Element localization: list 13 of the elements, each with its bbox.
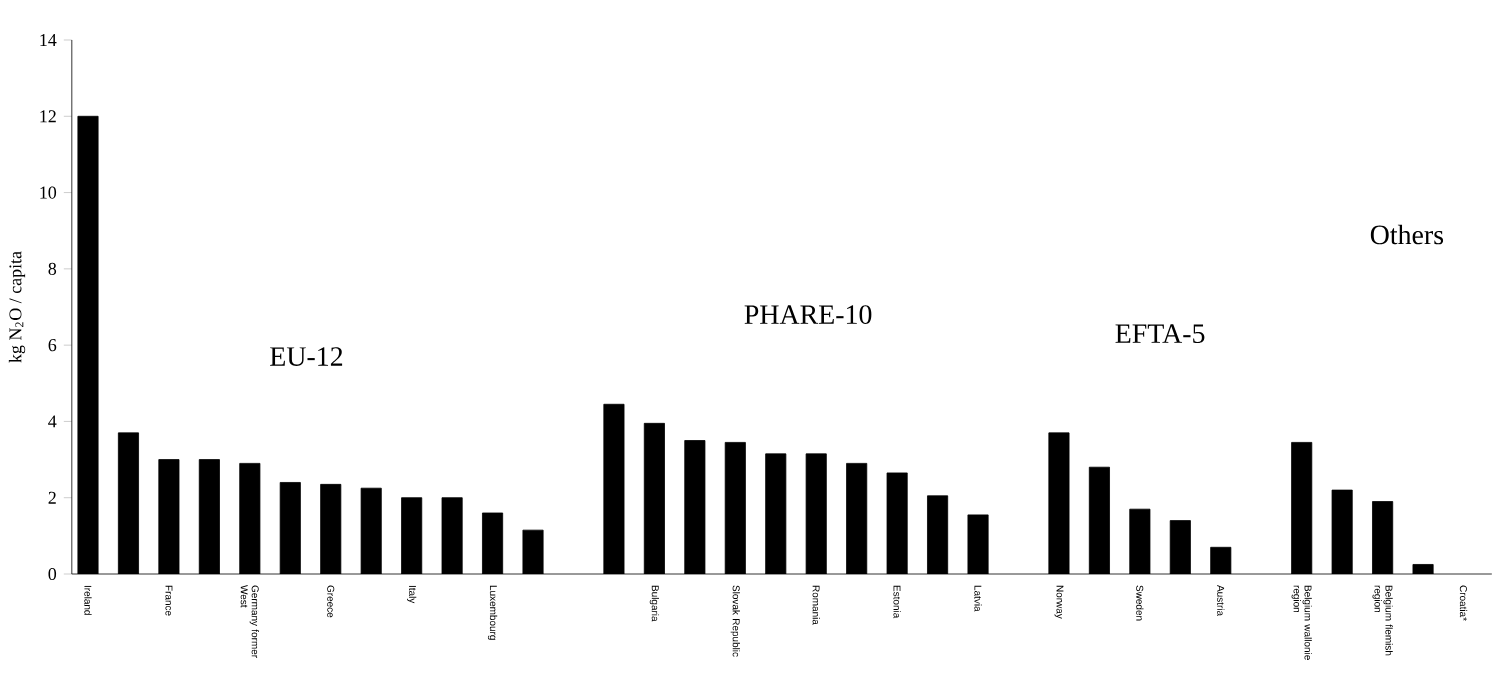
- annotation: PHARE-10: [744, 305, 872, 325]
- y-tick-label: 4: [48, 415, 57, 428]
- y-tick-label: 10: [40, 186, 57, 199]
- annotation: Others: [1370, 224, 1444, 245]
- y-tick-label: 14: [40, 34, 57, 46]
- y-tick-label: 6: [48, 339, 57, 352]
- annotation: EU-12: [270, 347, 343, 366]
- y-tick-label: 0: [48, 567, 57, 581]
- annotation: EFTA-5: [1115, 324, 1205, 344]
- y-tick-label: 8: [48, 262, 57, 275]
- y-tick-label: 12: [40, 110, 56, 123]
- y-tick-label: 2: [48, 491, 56, 504]
- y-axis-title: kg N$_{2}$O / capita: [8, 251, 26, 363]
